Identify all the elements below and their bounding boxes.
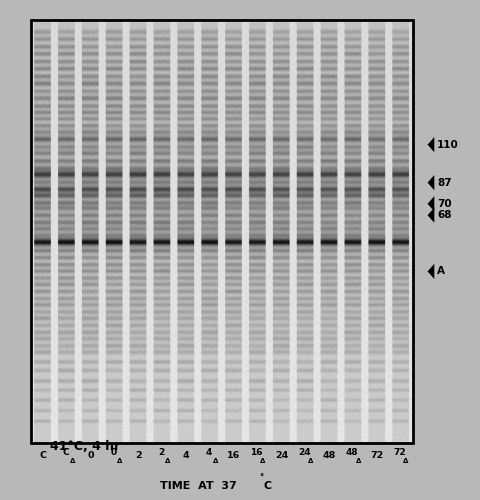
Text: 48: 48 — [346, 448, 358, 458]
Text: Δ: Δ — [260, 458, 266, 464]
Text: 70: 70 — [437, 199, 452, 209]
Text: 24: 24 — [275, 450, 288, 460]
Text: 0: 0 — [110, 448, 117, 458]
Text: 24: 24 — [298, 448, 311, 458]
Text: A: A — [437, 266, 445, 276]
Text: Δ: Δ — [356, 458, 361, 464]
Text: C: C — [263, 480, 271, 490]
Text: 16: 16 — [228, 450, 240, 460]
Polygon shape — [428, 264, 434, 279]
Text: Δ: Δ — [213, 458, 218, 464]
Text: 2: 2 — [158, 448, 164, 458]
Text: 2: 2 — [135, 450, 142, 460]
Text: C: C — [40, 450, 47, 460]
Text: C: C — [62, 448, 69, 458]
Text: Δ: Δ — [308, 458, 313, 464]
Text: Δ: Δ — [117, 458, 122, 464]
Polygon shape — [428, 137, 434, 152]
Text: 87: 87 — [437, 178, 452, 188]
Polygon shape — [428, 175, 434, 190]
Text: 0: 0 — [87, 450, 94, 460]
Polygon shape — [428, 208, 434, 223]
Text: 72: 72 — [394, 448, 406, 458]
Text: 41°C, 4 hr: 41°C, 4 hr — [50, 440, 120, 453]
Text: 16: 16 — [251, 448, 263, 458]
Polygon shape — [428, 196, 434, 212]
Text: 72: 72 — [371, 450, 384, 460]
Text: Δ: Δ — [70, 458, 75, 464]
Text: Δ: Δ — [165, 458, 170, 464]
Text: 4: 4 — [183, 450, 190, 460]
Text: 48: 48 — [323, 450, 336, 460]
Text: 4: 4 — [206, 448, 212, 458]
Text: Δ: Δ — [403, 458, 409, 464]
Text: °: ° — [259, 474, 264, 482]
Text: 68: 68 — [437, 210, 452, 220]
Text: TIME  AT  37: TIME AT 37 — [160, 480, 237, 490]
Text: 110: 110 — [437, 140, 459, 149]
